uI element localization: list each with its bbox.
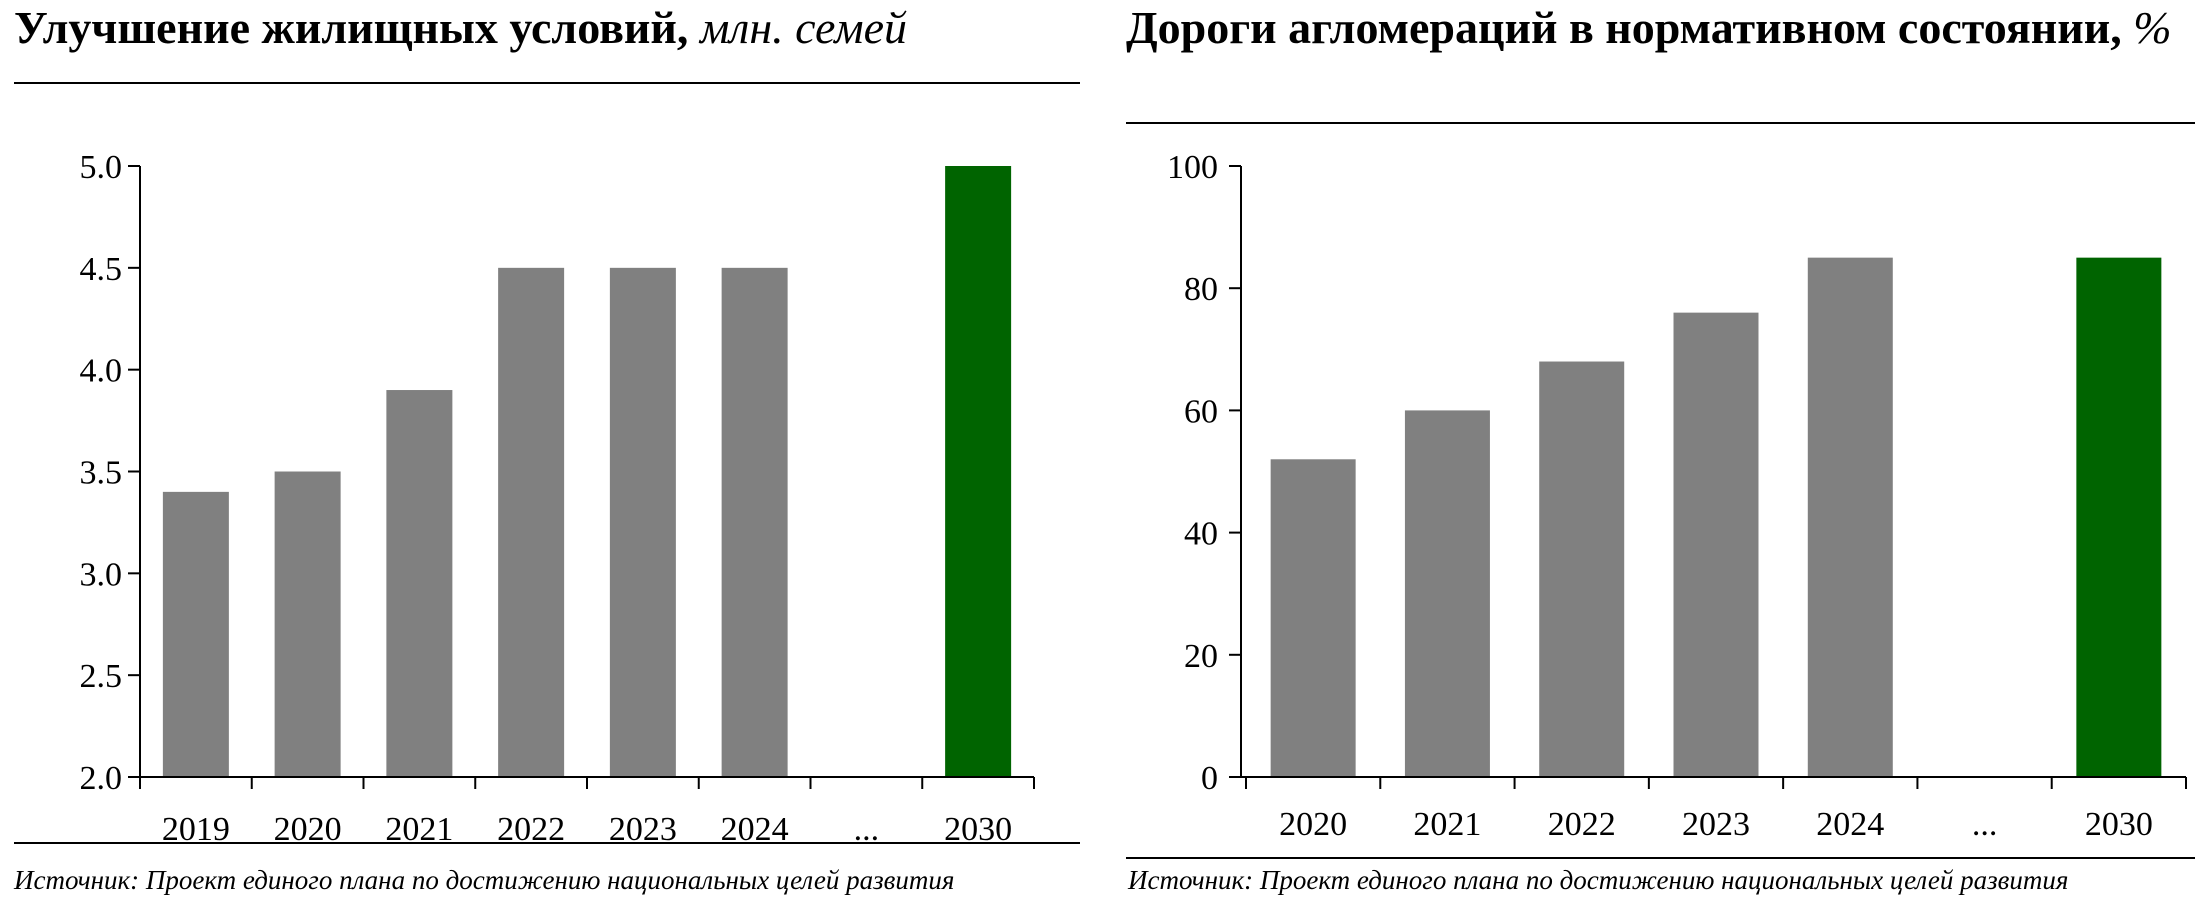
bar-chart-housing: 2019 2020 2021 2022 2023 2024... 2030 2.0 2.5 3.0… xyxy=(80,149,1035,848)
x-tick-label: 2024 xyxy=(721,811,789,848)
title-divider xyxy=(1126,122,2195,124)
chart-unit: % xyxy=(2133,2,2172,53)
y-tick-label: 60 xyxy=(1184,393,1218,430)
bar xyxy=(1807,257,1893,777)
bar xyxy=(609,267,676,777)
x-tick-label: 2030 xyxy=(2085,806,2153,843)
x-tick-label: ... xyxy=(854,811,880,848)
y-tick-label: 20 xyxy=(1184,638,1218,675)
title-divider xyxy=(14,82,1080,84)
y-tick-label: 3.0 xyxy=(80,556,123,593)
x-tick-label: 2030 xyxy=(944,811,1012,848)
bar xyxy=(1539,361,1625,777)
x-tick-label: ... xyxy=(1972,806,1998,843)
bar-target xyxy=(945,166,1012,777)
x-tick-label: 2022 xyxy=(1548,806,1616,843)
y-tick-label: 100 xyxy=(1167,149,1218,186)
x-tick-label: 2022 xyxy=(497,811,565,848)
source-note: Источник: Проект единого плана по достиж… xyxy=(1128,865,2069,895)
x-tick-label: 2023 xyxy=(609,811,677,848)
chart-title-text: Улучшение жилищных условий, xyxy=(14,2,689,53)
chart-title: Дороги агломераций в нормативном состоян… xyxy=(1126,0,2195,56)
bar xyxy=(1270,459,1356,777)
x-tick-label: 2021 xyxy=(1413,806,1481,843)
bar-chart-roads: 2020 2021 2022 2023 2024... 2030 0 20 40 60 80 100 xyxy=(1167,149,2187,843)
bar xyxy=(1673,312,1759,777)
source-divider xyxy=(1126,857,2195,859)
y-tick-label: 40 xyxy=(1184,516,1218,553)
chart-panel-roads: Дороги агломераций в нормативном состоян… xyxy=(1126,0,2201,897)
chart-unit: млн. семей xyxy=(699,2,908,53)
x-tick-label: 2020 xyxy=(274,811,342,848)
y-tick-label: 2.5 xyxy=(80,658,123,695)
x-tick-label: 2023 xyxy=(1682,806,1750,843)
x-tick-label: 2024 xyxy=(1816,806,1884,843)
y-tick-label: 4.0 xyxy=(80,353,123,390)
chart-panel-housing: Улучшение жилищных условий, млн. семей 2… xyxy=(0,0,1090,897)
y-tick-label: 4.5 xyxy=(80,251,123,288)
bar xyxy=(721,267,788,777)
y-tick-label: 5.0 xyxy=(80,149,123,186)
chart-title-text: Дороги агломераций в нормативном состоян… xyxy=(1126,2,2122,53)
bar-target xyxy=(2076,257,2162,777)
x-tick-label: 2020 xyxy=(1279,806,1347,843)
bar xyxy=(162,491,229,777)
y-tick-label: 0 xyxy=(1201,760,1218,797)
source-note: Источник: Проект единого плана по достиж… xyxy=(14,865,955,895)
y-tick-label: 80 xyxy=(1184,271,1218,308)
x-tick-label: 2021 xyxy=(385,811,453,848)
source-divider xyxy=(14,842,1080,844)
chart-title: Улучшение жилищных условий, млн. семей xyxy=(14,0,1080,56)
bar xyxy=(1404,410,1490,777)
bar xyxy=(386,390,453,777)
x-tick-label: 2019 xyxy=(162,811,230,848)
bar xyxy=(498,267,565,777)
bar xyxy=(274,471,341,777)
y-tick-label: 2.0 xyxy=(80,760,123,797)
y-tick-label: 3.5 xyxy=(80,455,123,492)
